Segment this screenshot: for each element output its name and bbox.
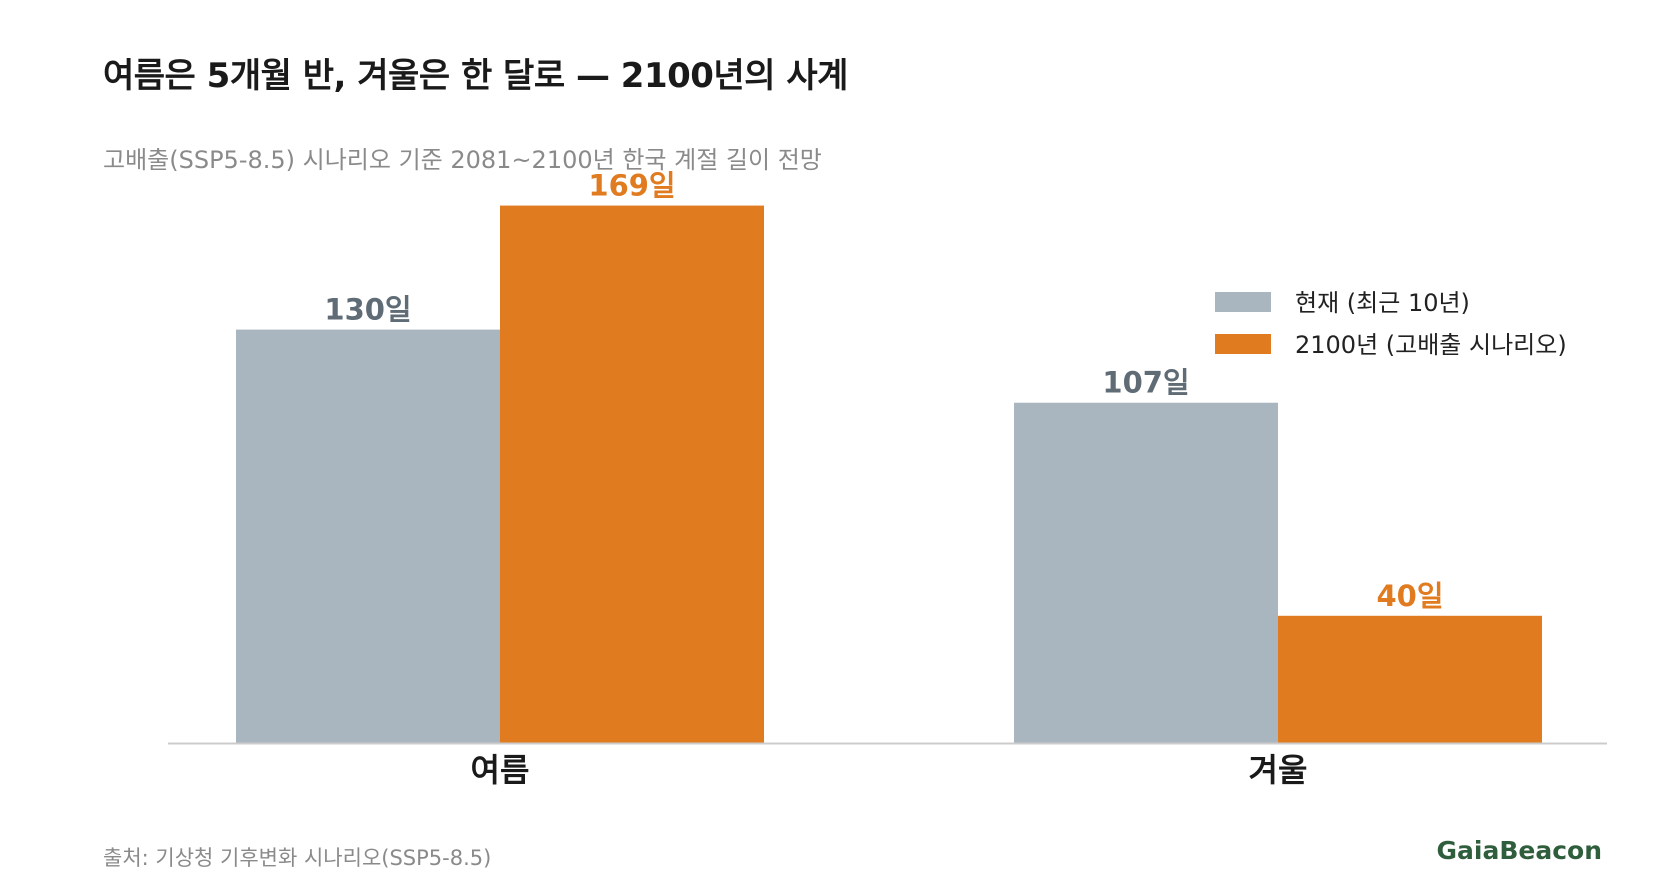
- chart-title: 여름은 5개월 반, 겨울은 한 달로 — 2100년의 사계: [103, 56, 848, 96]
- legend-swatch-future: [1215, 334, 1271, 354]
- data-label: 130일: [324, 293, 411, 327]
- bar-future: [500, 205, 764, 743]
- data-label: 169일: [588, 169, 675, 203]
- legend-label: 2100년 (고배출 시나리오): [1295, 331, 1567, 359]
- data-label: 40일: [1376, 579, 1443, 613]
- chart-subtitle: 고배출(SSP5-8.5) 시나리오 기준 2081~2100년 한국 계절 길…: [103, 146, 822, 174]
- bar-current: [236, 329, 500, 743]
- data-label: 107일: [1102, 366, 1189, 400]
- brand-logo: GaiaBeacon: [1436, 836, 1602, 865]
- bar-current: [1014, 402, 1278, 743]
- x-tick-label: 겨울: [1249, 751, 1308, 789]
- legend-swatch-current: [1215, 292, 1271, 312]
- x-tick-label: 여름: [471, 751, 530, 789]
- legend-label: 현재 (최근 10년): [1295, 289, 1470, 317]
- source-note: 출처: 기상청 기후변화 시나리오(SSP5-8.5): [103, 846, 492, 870]
- bar-future: [1278, 615, 1542, 743]
